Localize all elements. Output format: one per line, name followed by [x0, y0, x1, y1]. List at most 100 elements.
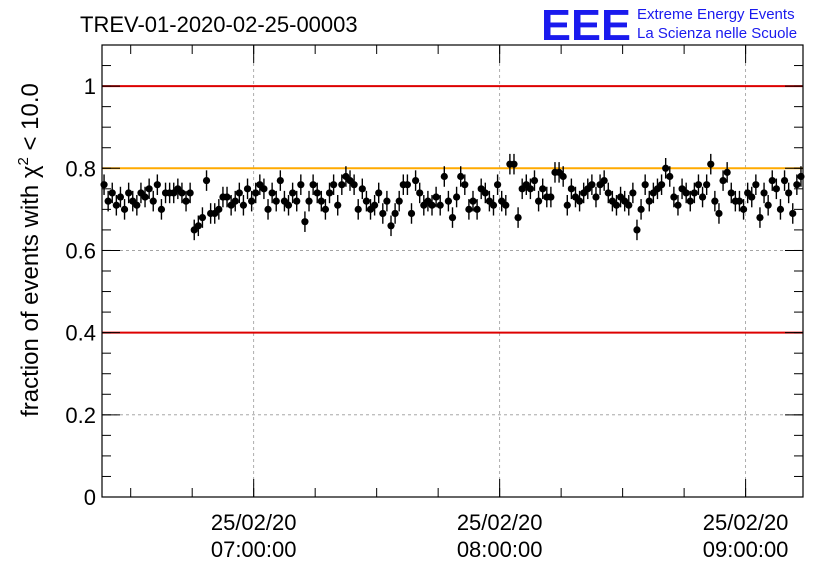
data-point	[354, 199, 362, 220]
data-point	[338, 174, 346, 195]
point-marker	[510, 160, 518, 168]
data-point	[625, 194, 633, 216]
data-point	[395, 190, 403, 212]
point-marker	[215, 205, 223, 213]
point-marker	[395, 197, 403, 205]
data-point	[502, 194, 510, 216]
point-marker	[375, 189, 383, 197]
point-marker	[629, 189, 637, 197]
data-point	[457, 166, 465, 187]
tick-labels: 00.20.40.60.8125/02/2007:00:0025/02/2008…	[65, 74, 788, 562]
point-marker	[428, 201, 436, 209]
point-marker	[248, 197, 256, 205]
point-marker	[153, 181, 161, 189]
point-marker	[539, 185, 547, 193]
point-marker	[235, 189, 243, 197]
data-point	[489, 194, 498, 216]
data-point	[215, 199, 223, 220]
data-point	[178, 182, 186, 204]
logo-line-1: Extreme Energy Events	[637, 6, 795, 23]
point-marker	[272, 197, 280, 205]
point-marker	[739, 205, 748, 213]
data-point	[403, 174, 412, 195]
data-point	[284, 194, 293, 216]
logo-line-2: La Scienza nelle Scuole	[637, 25, 797, 42]
point-marker	[313, 189, 321, 197]
data-point	[412, 170, 420, 191]
data-point	[243, 178, 252, 200]
y-tick-label: 0.2	[65, 403, 96, 428]
y-axis-label-main: fraction of events with	[17, 178, 44, 417]
point-marker	[239, 201, 248, 209]
point-marker	[231, 197, 239, 205]
data-point	[120, 199, 129, 220]
point-marker	[141, 193, 149, 201]
y-axis-label: fraction of events with χ2 < 10.0	[15, 83, 44, 417]
point-marker	[789, 209, 797, 218]
point-marker	[182, 197, 190, 205]
data-point	[703, 174, 711, 195]
point-marker	[547, 193, 555, 201]
point-marker	[301, 218, 309, 226]
point-marker	[657, 181, 666, 189]
data-point	[662, 158, 670, 179]
y-tick-label: 0.4	[65, 321, 96, 346]
x-tick-label-date: 25/02/20	[457, 510, 543, 535]
x-tick-label-time: 08:00:00	[457, 537, 543, 562]
data-point	[313, 182, 321, 204]
point-marker	[194, 222, 202, 230]
data-point	[645, 190, 653, 212]
data-point	[612, 194, 621, 216]
point-marker	[780, 177, 789, 185]
data-point	[108, 182, 116, 204]
data-point	[379, 203, 387, 224]
data-point	[780, 170, 789, 191]
y-tick-label: 0.6	[65, 238, 96, 263]
data-point	[776, 199, 785, 220]
data-point	[473, 199, 481, 220]
data-point	[334, 194, 342, 216]
data-point	[481, 182, 489, 204]
logo-letters: EEE	[541, 1, 631, 50]
data-point	[723, 162, 731, 183]
data-point	[674, 194, 682, 216]
point-marker	[104, 197, 112, 205]
x-tick-label-date: 25/02/20	[211, 510, 297, 535]
data-point	[235, 182, 243, 204]
chart-title: TREV-01-2020-02-25-00003	[80, 12, 358, 37]
data-point	[686, 190, 694, 212]
data-point	[735, 190, 744, 212]
y-axis-label-tail: < 10.0	[17, 83, 44, 157]
y-tick-label: 0.8	[65, 156, 96, 181]
data-point	[563, 194, 571, 216]
point-marker	[526, 185, 534, 193]
y-tick-label: 1	[84, 74, 96, 99]
point-marker	[149, 197, 157, 205]
point-marker	[125, 189, 133, 197]
data-point	[756, 207, 764, 228]
data-point	[231, 190, 239, 212]
data-point	[493, 174, 502, 195]
point-marker	[735, 197, 744, 205]
data-point	[469, 190, 477, 212]
point-marker	[284, 201, 293, 209]
data-point	[727, 182, 735, 204]
point-marker	[362, 197, 371, 205]
data-point	[739, 199, 748, 220]
data-point	[297, 174, 305, 195]
data-point	[157, 199, 166, 220]
data-point	[223, 186, 231, 208]
point-marker	[641, 181, 649, 189]
point-marker	[600, 177, 608, 185]
point-marker	[514, 213, 522, 222]
data-point	[567, 178, 575, 200]
data-point	[182, 190, 190, 212]
data-point	[305, 190, 313, 212]
point-marker	[145, 185, 153, 193]
point-marker	[444, 197, 453, 205]
data-point	[772, 178, 780, 200]
point-marker	[202, 177, 211, 185]
point-marker	[289, 189, 297, 197]
point-marker	[563, 201, 571, 209]
data-point	[793, 174, 801, 195]
